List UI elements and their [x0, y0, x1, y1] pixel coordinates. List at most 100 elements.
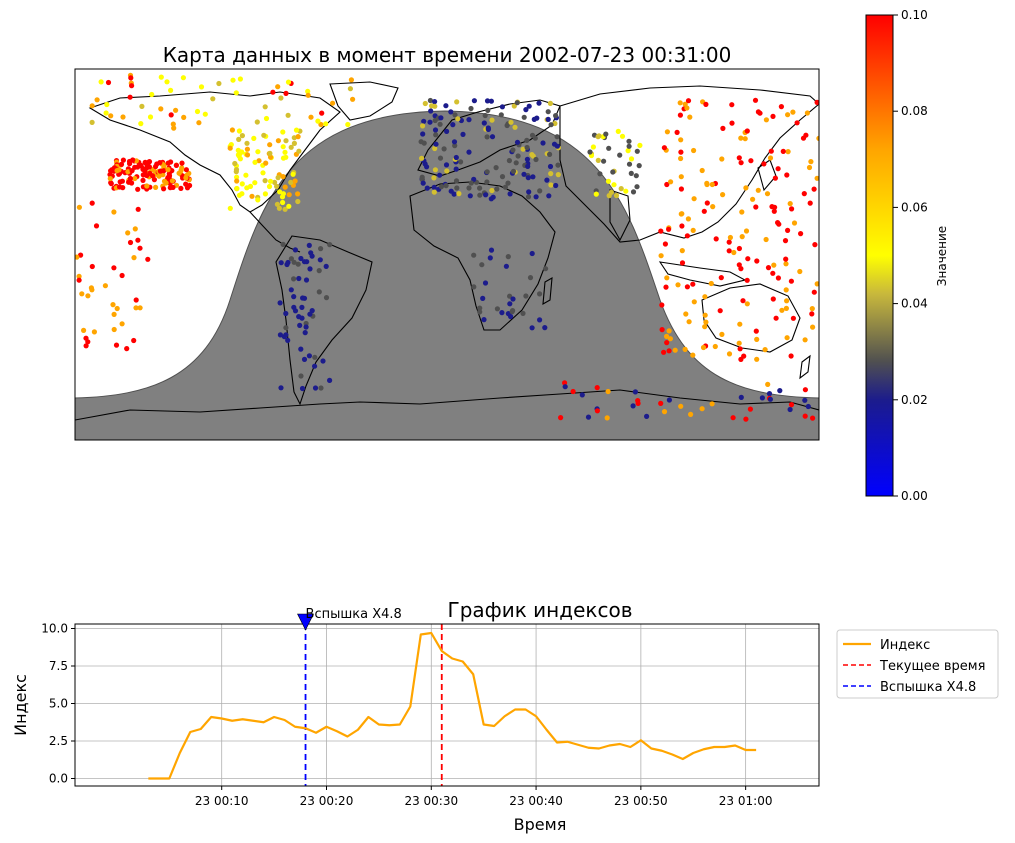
map-point — [145, 256, 151, 262]
map-point — [137, 305, 143, 311]
map-point — [753, 328, 759, 334]
map-point — [664, 333, 670, 339]
map-point — [318, 385, 324, 391]
map-point — [135, 206, 141, 212]
map-point — [301, 356, 308, 362]
x-tick-label: 23 00:20 — [300, 794, 354, 808]
map-point — [741, 353, 747, 359]
map-point — [534, 115, 540, 121]
map-point — [770, 113, 776, 119]
map-point — [432, 127, 439, 133]
map-point — [783, 287, 789, 293]
map-point — [144, 164, 150, 171]
map-point — [699, 167, 705, 174]
map-point — [236, 192, 242, 198]
map-point — [710, 204, 716, 210]
map-point — [327, 377, 333, 383]
map-point — [444, 168, 450, 174]
map-point — [802, 337, 808, 343]
map-point — [316, 268, 322, 274]
map-point — [108, 181, 114, 187]
map-point — [127, 239, 134, 246]
map-point — [285, 337, 291, 343]
map-data-points — [75, 72, 819, 422]
map-title: Карта данных в момент времени 2002-07-23… — [163, 43, 732, 67]
map-point — [236, 136, 242, 142]
map-point — [555, 162, 561, 168]
map-point — [114, 305, 120, 312]
map-point — [678, 186, 685, 192]
map-point — [288, 144, 294, 150]
map-point — [762, 347, 768, 353]
map-point — [283, 310, 289, 317]
map-point — [85, 293, 91, 299]
map-point — [285, 259, 291, 266]
map-point — [168, 87, 174, 93]
map-point — [545, 116, 551, 122]
map-point — [119, 321, 125, 327]
map-point — [471, 252, 477, 258]
map-point — [93, 223, 100, 229]
map-point — [254, 119, 260, 125]
map-point — [252, 159, 258, 165]
map-point — [488, 98, 494, 104]
map-point — [626, 143, 632, 149]
map-point — [790, 315, 797, 321]
map-point — [771, 262, 777, 268]
map-point — [553, 182, 559, 189]
map-point — [595, 157, 601, 163]
map-point — [489, 134, 496, 140]
map-point — [691, 147, 697, 154]
map-point — [526, 189, 532, 195]
map-point — [125, 230, 131, 236]
map-point — [168, 159, 174, 165]
map-point — [422, 161, 428, 167]
map-point — [719, 156, 725, 162]
map-point — [702, 294, 708, 300]
map-point — [754, 356, 760, 362]
map-point — [816, 135, 819, 141]
map-point — [664, 340, 670, 346]
map-point — [421, 118, 427, 124]
map-point — [278, 260, 284, 266]
map-point — [770, 296, 776, 302]
map-point — [664, 181, 670, 188]
map-point — [747, 406, 754, 412]
map-point — [448, 188, 454, 194]
map-point — [299, 315, 305, 321]
colorbar-tick-label: 0.08 — [901, 104, 928, 118]
map-point — [778, 104, 785, 110]
map-point — [610, 169, 616, 175]
map-point — [750, 196, 756, 202]
map-point — [803, 132, 809, 138]
map-point — [291, 294, 297, 300]
map-point — [802, 413, 808, 419]
map-point — [666, 348, 672, 354]
map-point — [453, 166, 459, 172]
map-point — [606, 145, 612, 151]
map-point — [262, 178, 268, 184]
map-point — [679, 211, 685, 217]
map-point — [809, 311, 815, 317]
map-point — [678, 403, 684, 409]
map-point — [183, 181, 189, 187]
map-point — [512, 124, 518, 130]
map-point — [755, 109, 762, 115]
map-point — [323, 295, 330, 301]
map-point — [140, 177, 146, 183]
map-point — [81, 327, 87, 333]
map-point — [312, 385, 319, 391]
map-point — [729, 102, 735, 108]
y-tick-label: 0.0 — [49, 772, 68, 786]
map-point — [525, 175, 531, 181]
map-point — [630, 189, 637, 195]
map-point — [704, 200, 710, 206]
map-point — [91, 329, 97, 335]
map-point — [165, 167, 171, 173]
legend-label-current-time: Текущее время — [879, 659, 985, 674]
map-point — [812, 242, 818, 248]
map-point — [292, 308, 299, 314]
map-point — [171, 125, 177, 131]
map-point — [691, 299, 697, 305]
map-point — [79, 291, 85, 297]
